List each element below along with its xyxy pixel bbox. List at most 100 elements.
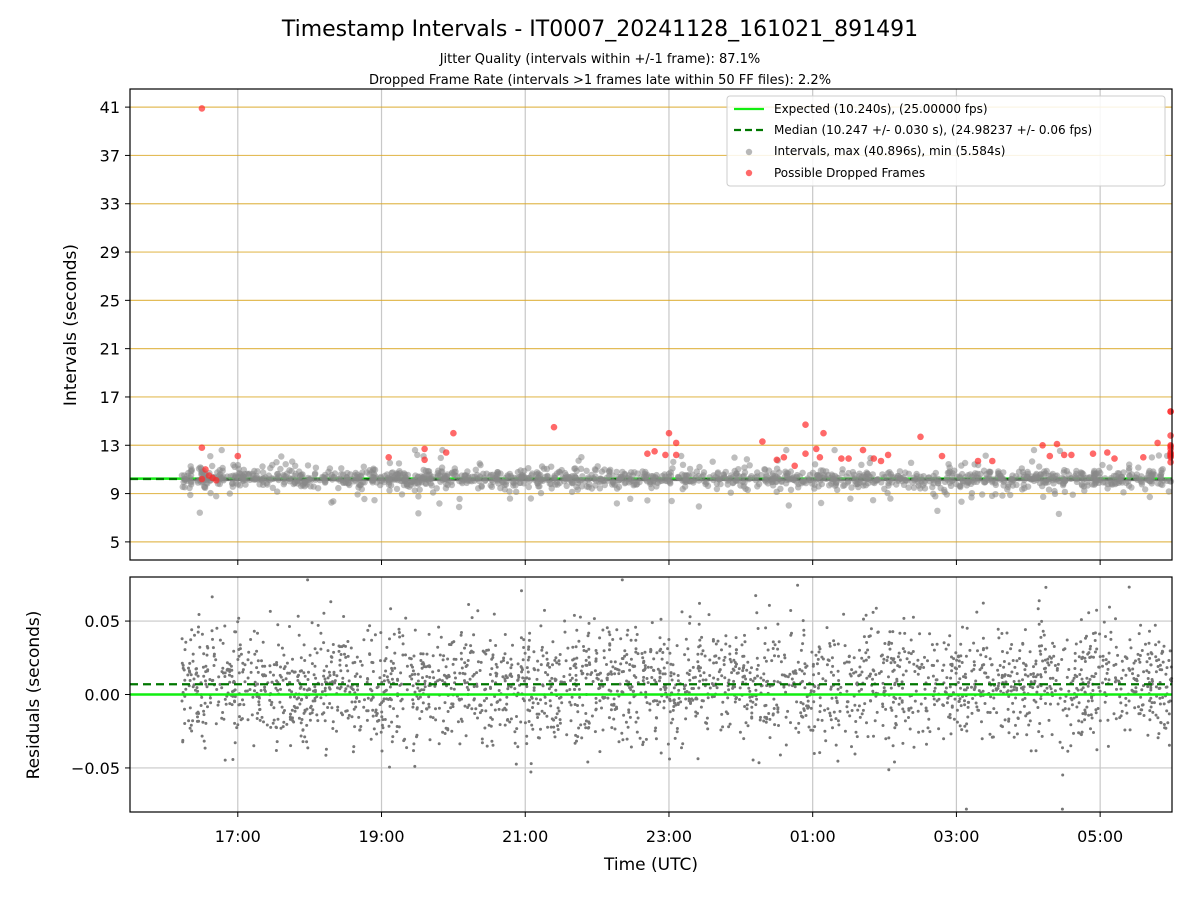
residual-point [1150,652,1154,656]
residual-point [1022,704,1026,708]
residual-point [697,622,701,626]
residual-point [342,615,346,618]
residual-point [801,619,805,623]
residual-point [750,666,753,670]
residual-point [250,713,254,717]
residual-point [200,632,204,636]
residual-point [829,685,833,689]
residual-point [490,679,494,683]
residual-point [712,676,716,680]
residual-point [311,708,315,712]
residual-point [835,699,839,703]
residual-point [526,658,530,662]
residual-point [920,662,924,666]
residual-point [443,732,447,735]
residual-point [460,657,463,661]
residual-point [634,675,638,679]
residual-point [1021,641,1025,645]
interval-point [1138,481,1146,488]
residual-point [698,601,701,605]
residual-point [195,686,199,690]
residual-point [1058,740,1062,744]
interval-point [577,465,585,472]
interval-point [464,468,471,475]
residual-point [568,700,572,704]
residual-point [366,709,370,713]
residual-point [846,700,850,704]
interval-point [739,478,746,485]
residual-point [708,674,712,677]
residual-point [748,671,752,675]
residual-point [931,674,935,678]
interval-point [864,470,871,477]
interval-point [1126,472,1133,479]
residual-point [217,700,221,704]
residual-point [539,663,543,667]
residual-point [966,686,969,690]
residual-point [767,712,771,715]
residual-point [1061,708,1065,712]
residual-point [1104,658,1108,662]
residual-point [527,638,531,642]
interval-point [831,446,838,454]
residual-point [743,674,746,678]
residual-point [181,740,185,744]
residual-point [1012,680,1016,683]
residual-point [1037,622,1041,626]
residual-point [575,656,579,660]
residual-point [584,712,588,715]
residuals-x-ticks: 17:00 19:00 21:00 23:00 01:00 03:00 05:00 [215,812,1123,846]
residual-point [675,730,679,734]
residual-point [582,645,585,648]
residual-point [1041,629,1045,633]
residual-point [316,719,320,723]
residual-point [263,689,267,693]
residual-point [733,700,737,704]
residual-point [980,720,983,724]
residual-point [209,701,213,705]
residual-point [565,689,569,693]
residual-point [821,657,825,661]
residual-point [295,697,299,701]
residual-point [716,677,720,681]
interval-point [946,468,953,475]
residual-point [1086,684,1090,688]
residual-point [965,722,969,726]
residual-point [901,686,904,690]
residual-point [188,726,192,730]
interval-point [265,472,272,479]
residual-point [408,674,412,678]
interval-point [581,478,589,485]
residual-point [451,662,455,666]
residual-point [1093,639,1097,642]
residual-point [976,649,979,653]
interval-point [537,489,545,497]
residual-point [923,696,927,700]
residual-point [463,646,466,650]
residual-point [198,645,202,649]
residual-point [784,690,788,694]
interval-point [980,467,988,474]
interval-point [381,472,388,479]
residual-point [1052,654,1056,658]
interval-point [655,476,663,483]
residual-point [773,654,776,658]
interval-point [352,477,359,484]
residual-point [889,706,893,710]
residual-point [688,678,692,682]
residual-point [727,678,731,682]
residual-point [1157,732,1161,736]
interval-point [817,477,824,484]
residual-point [519,720,523,724]
residual-point [776,680,780,684]
interval-point [605,467,613,475]
residual-point [893,760,896,764]
residual-point [825,663,829,667]
residual-point [431,716,435,720]
residual-point [275,740,279,744]
interval-point [506,495,514,502]
residual-point [246,658,250,662]
legend-dropped-label: Possible Dropped Frames [774,166,925,180]
residual-point [315,651,319,655]
residual-point [1090,674,1094,678]
